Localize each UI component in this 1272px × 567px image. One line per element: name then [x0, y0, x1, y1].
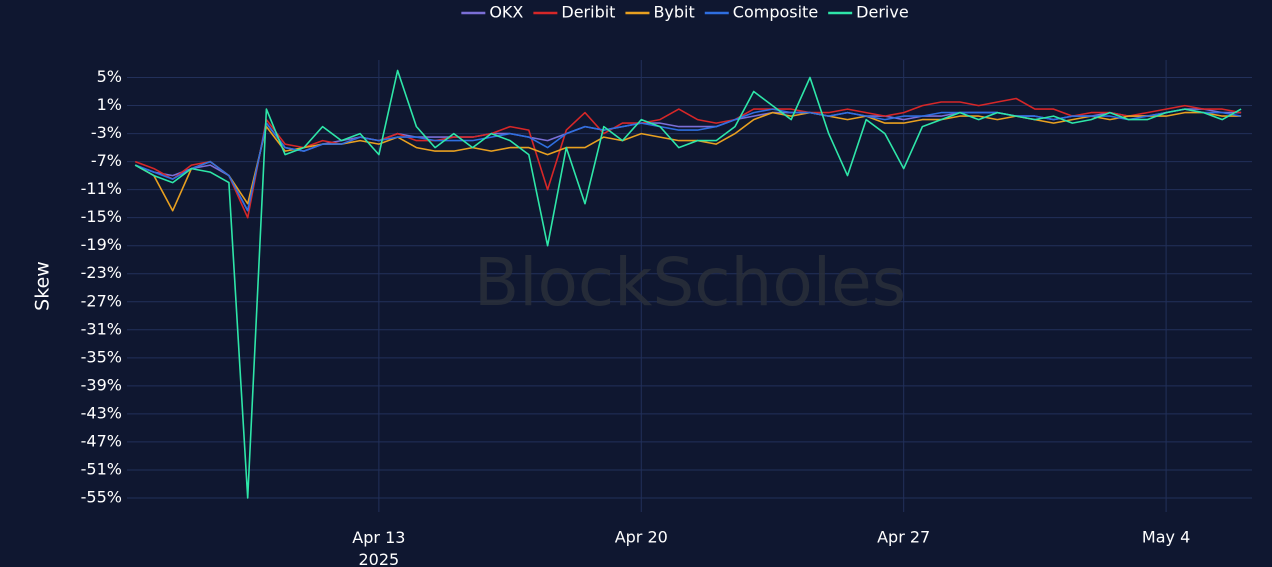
y-tick-label: -31%: [81, 319, 122, 338]
x-tick-label: Apr 27: [877, 528, 930, 547]
y-tick-label: -3%: [91, 123, 122, 142]
series-line: [134, 69, 1242, 499]
legend-item: Derive: [828, 3, 909, 22]
y-tick-label: -11%: [81, 179, 122, 198]
axes: 5% 1% -3% -7% -11% -15% -19% -23% -27% -31% -35% -3…: [81, 67, 1191, 567]
y-tick-label: -47%: [81, 431, 122, 450]
y-tick-label: -23%: [81, 263, 122, 282]
x-tick-label: Apr 13 2025: [352, 528, 405, 567]
y-tick-label: -19%: [81, 235, 122, 254]
series-line: [134, 97, 1242, 219]
y-tick-label: -51%: [81, 459, 122, 478]
y-tick-label: -39%: [81, 375, 122, 394]
y-axis-label: Skew: [32, 261, 54, 311]
legend-label: OKX: [489, 3, 523, 22]
lines: [134, 69, 1242, 499]
legend-label: Derive: [856, 3, 909, 22]
y-tick-label: -43%: [81, 403, 122, 422]
watermark: BlockScholes: [474, 244, 906, 321]
y-tick-label: 5%: [97, 67, 122, 86]
y-tick-label: -55%: [81, 487, 122, 506]
y-tick-label: -35%: [81, 347, 122, 366]
y-tick-label: 1%: [97, 95, 122, 114]
legend: OKX Deribit Bybit Composite Derive: [461, 3, 909, 22]
legend-label: Composite: [733, 3, 818, 22]
y-tick-label: -7%: [91, 151, 122, 170]
y-tick-label: -27%: [81, 291, 122, 310]
legend-item: Bybit: [625, 3, 695, 22]
legend-item: Deribit: [533, 3, 615, 22]
legend-label: Deribit: [561, 3, 615, 22]
x-tick-label: May 4: [1142, 528, 1190, 547]
legend-item: Composite: [704, 3, 818, 22]
legend-label: Bybit: [653, 3, 694, 22]
y-tick-label: -15%: [81, 207, 122, 226]
legend-item: OKX: [461, 3, 523, 22]
grid: [127, 60, 1252, 512]
series-line: [134, 108, 1242, 212]
x-tick-label: Apr 20: [615, 528, 668, 547]
